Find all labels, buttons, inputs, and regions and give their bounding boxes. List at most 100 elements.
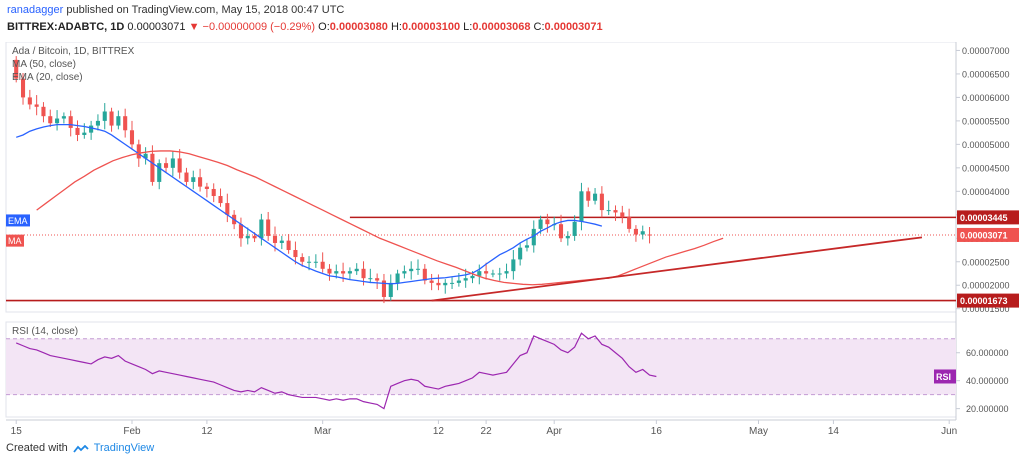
candle-body — [586, 191, 591, 201]
price-tick-label: 0.00007000 — [962, 46, 1010, 56]
candle-body — [300, 257, 305, 262]
open-value: 0.00003080 — [329, 21, 388, 33]
candle-body — [565, 235, 570, 239]
last-price: 0.00003071 — [127, 21, 186, 33]
price-tick-label: 0.00006500 — [962, 69, 1010, 79]
candle-body — [463, 278, 468, 281]
tradingview-logo-icon — [73, 444, 89, 453]
candle-body — [163, 163, 169, 168]
candle-body — [334, 271, 339, 274]
candle-body — [443, 282, 448, 286]
candle-body — [191, 177, 196, 182]
candle-body — [129, 130, 135, 145]
candle-body — [620, 212, 625, 218]
candle-body — [606, 210, 611, 212]
legend-ma: MA (50, close) — [12, 59, 76, 70]
ma-tag: MA — [8, 236, 22, 246]
candle-body — [123, 116, 128, 131]
rsi-tag: RSI — [936, 372, 951, 382]
candle-body — [415, 268, 421, 270]
time-tick-label: Mar — [314, 426, 332, 437]
symbol-line: BITTREX:ADABTC, 1D 0.00003071 ▼ −0.00000… — [7, 21, 603, 33]
chart-header: ranadagger published on TradingView.com,… — [0, 0, 1024, 42]
price-tick-label: 0.00005000 — [962, 140, 1010, 150]
candle-body — [647, 234, 652, 236]
price-tick-label: 0.00001500 — [962, 304, 1010, 314]
author-link[interactable]: ranadagger — [7, 4, 64, 16]
candle-body — [470, 275, 475, 279]
candle-body — [436, 282, 441, 286]
price-tick-label: 0.00006000 — [962, 93, 1010, 103]
candle-body — [136, 144, 141, 159]
ema-20-line — [16, 123, 603, 285]
candle-body — [272, 235, 278, 243]
candle-body — [490, 273, 495, 275]
candle-body — [20, 78, 26, 98]
time-tick-label: Jun — [941, 426, 957, 437]
candle-body — [48, 116, 53, 124]
current-price-tag: 0.00003071 — [960, 230, 1008, 240]
price-change: −0.00000009 (−0.29%) — [202, 21, 316, 33]
low-value: 0.00003068 — [472, 21, 531, 33]
rsi-line — [15, 332, 657, 410]
high-value: 0.00003100 — [401, 21, 461, 33]
candle-body — [320, 261, 325, 269]
support-price-tag: 0.00001673 — [960, 296, 1008, 306]
ma-tag-bg — [6, 234, 24, 247]
time-tick-label: Feb — [123, 426, 141, 437]
candle-body — [198, 177, 203, 187]
candle-body — [109, 111, 114, 126]
candle-body — [429, 280, 434, 283]
price-tick-label: 0.00005500 — [962, 116, 1010, 126]
candle-body — [456, 280, 461, 283]
price-tick-label: 0.00002500 — [962, 257, 1010, 267]
candle-body — [368, 278, 373, 280]
candle-body — [75, 127, 80, 135]
rsi-tick-label: 40.000000 — [966, 376, 1009, 386]
candle-body — [225, 203, 230, 215]
candle-body — [211, 188, 216, 197]
candle-body — [627, 217, 632, 229]
candle-body — [307, 261, 312, 263]
candle-body — [518, 247, 523, 260]
candle-body — [613, 210, 618, 213]
candle-body — [640, 231, 645, 235]
time-tick-label: 12 — [201, 426, 213, 437]
footer-brand[interactable]: Created with TradingView — [6, 442, 154, 454]
ema-tag-bg — [6, 214, 30, 227]
candle-body — [61, 116, 66, 119]
candle-body — [245, 235, 250, 239]
candle-body — [395, 273, 400, 283]
resistance-price-tag: 0.00003445 — [960, 213, 1008, 223]
candle-body — [497, 273, 502, 275]
rsi-tag-bg — [934, 369, 956, 384]
price-chart-svg[interactable]: 0.00007000 0.00006500 0.00006000 0.00005500… — [0, 41, 1024, 442]
rsi-tick-label: 60.000000 — [966, 348, 1009, 358]
candle-body — [150, 153, 155, 182]
chart-area[interactable]: 0.00007000 0.00006500 0.00006000 0.00005500… — [0, 41, 1024, 462]
candle-body — [504, 271, 509, 274]
close-value: 0.00003071 — [544, 21, 603, 33]
legend-ema: EMA (20, close) — [12, 72, 83, 83]
time-tick-label: 22 — [481, 426, 493, 437]
candle-body — [204, 186, 209, 189]
time-tick-label: Apr — [546, 426, 562, 437]
time-tick-label: May — [749, 426, 768, 437]
candle-body — [388, 282, 393, 297]
candle-body — [579, 191, 584, 222]
candle-body — [347, 271, 352, 274]
high-label: H: — [390, 21, 402, 33]
price-tick-label: 0.00002000 — [962, 281, 1010, 291]
current-price-tag-bg — [957, 227, 1019, 242]
candle-body — [34, 104, 39, 107]
candle-body — [477, 271, 482, 276]
candle-body — [361, 268, 366, 279]
ema-tag: EMA — [8, 216, 28, 226]
candle-body — [286, 240, 291, 251]
support-price-tag-bg — [957, 293, 1019, 308]
candle-body — [157, 163, 162, 182]
time-tick-label: 16 — [651, 426, 663, 437]
candle-body — [279, 240, 284, 243]
candle-body — [422, 268, 427, 281]
candle-body — [89, 125, 94, 133]
